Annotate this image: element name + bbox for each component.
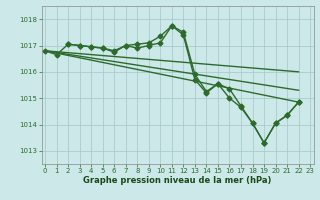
X-axis label: Graphe pression niveau de la mer (hPa): Graphe pression niveau de la mer (hPa) <box>84 176 272 185</box>
